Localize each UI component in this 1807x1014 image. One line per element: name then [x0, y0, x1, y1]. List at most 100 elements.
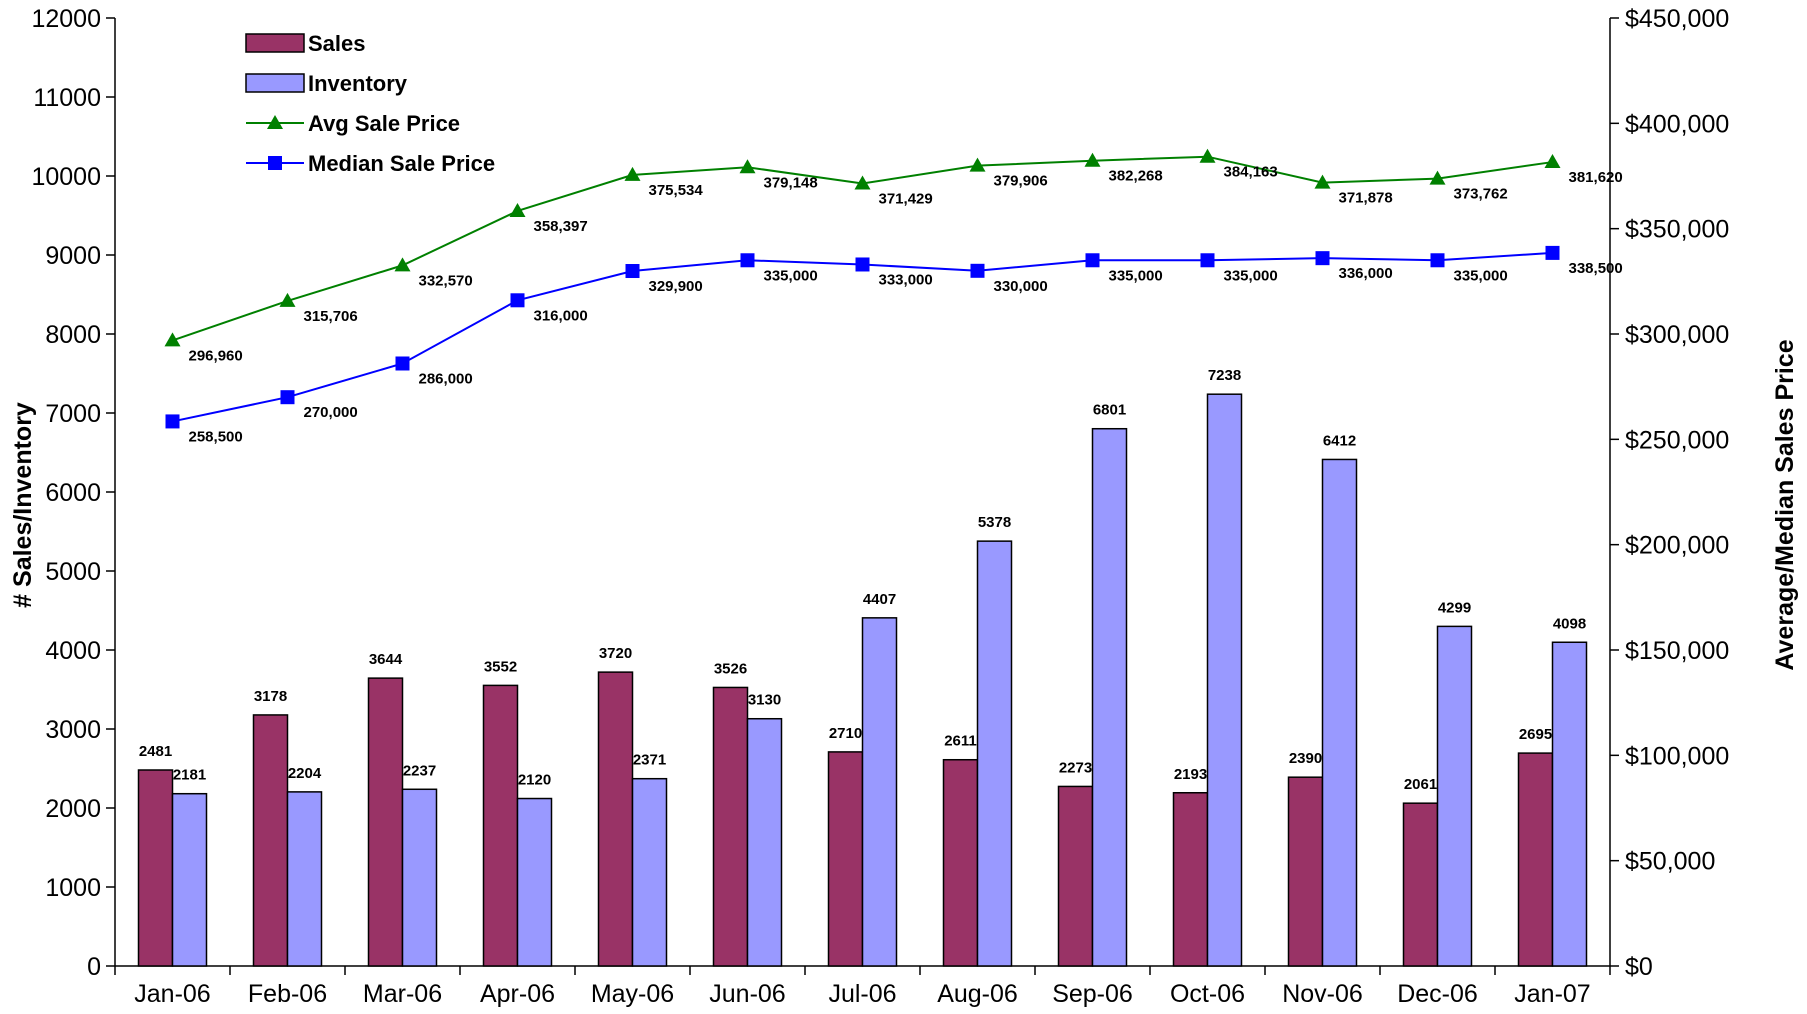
y-tick-label: 0 — [87, 953, 101, 981]
bar-value-label: 2204 — [288, 765, 322, 782]
bar-inventory — [746, 717, 783, 967]
y-tick-label: 11000 — [33, 84, 101, 112]
avg-price-marker — [739, 159, 756, 174]
median-price-marker — [395, 356, 410, 371]
bar-value-label: 3130 — [748, 692, 781, 709]
bar-inventory — [1091, 427, 1128, 967]
x-tick-label: Nov-06 — [1282, 980, 1363, 1008]
legend: Sales Inventory Avg Sale Price Median Sale … — [245, 31, 495, 176]
median-price-marker — [1315, 251, 1330, 266]
y-tick-label: 2000 — [45, 795, 101, 823]
bar-value-label: 2695 — [1519, 726, 1552, 743]
bar-sales — [482, 684, 519, 967]
bar-value-label: 2611 — [944, 733, 977, 750]
bar-sales — [1517, 752, 1554, 967]
y2-tick-label: $250,000 — [1625, 426, 1729, 454]
y-tick-label: 9000 — [45, 242, 101, 270]
bar-value-label: 3552 — [484, 658, 517, 675]
legend-label: Sales — [308, 31, 366, 56]
y-tick-label: 10000 — [31, 163, 101, 191]
median-price-marker — [510, 293, 525, 308]
line-value-label: 375,534 — [649, 182, 704, 199]
bar-value-label: 2193 — [1174, 766, 1207, 783]
line-value-label: 330,000 — [994, 278, 1048, 295]
y-tick-label: 7000 — [45, 400, 101, 428]
legend-marker — [267, 115, 283, 129]
avg-price-marker — [279, 292, 296, 307]
line-value-label: 335,000 — [1109, 267, 1163, 284]
bar-value-label: 2390 — [1289, 750, 1322, 767]
legend-label: Inventory — [308, 71, 408, 96]
y-tick-label: 1000 — [45, 874, 101, 902]
bar-sales — [712, 686, 749, 967]
bar-value-label: 2061 — [1404, 776, 1437, 793]
x-tick-label: May-06 — [591, 980, 674, 1008]
avg-price-marker — [1084, 152, 1101, 167]
bar-inventory — [1551, 641, 1588, 967]
avg-price-marker — [1314, 174, 1331, 189]
x-tick-label: Aug-06 — [937, 980, 1018, 1008]
bar-inventory — [516, 797, 553, 967]
bar-value-label: 3644 — [369, 651, 403, 668]
line-value-label: 371,429 — [879, 191, 933, 208]
line-value-label: 371,878 — [1339, 190, 1393, 207]
bar-sales — [1287, 776, 1324, 967]
y2-tick-label: $0 — [1625, 953, 1653, 981]
y2-tick-label: $350,000 — [1625, 216, 1729, 244]
bar-inventory — [1206, 393, 1243, 967]
x-tick-label: Jun-06 — [709, 980, 785, 1008]
y2-axis-title: Average/Median Sales Price — [1771, 339, 1799, 670]
axes: 0 1000 2000 3000 4000 5000 6000 7000 8000 9000 100… — [31, 5, 1729, 1008]
y-tick-label: 5000 — [45, 558, 101, 586]
x-tick-label: Jul-06 — [828, 980, 896, 1008]
y2-tick-label: $200,000 — [1625, 532, 1729, 560]
x-tick-label: Apr-06 — [480, 980, 555, 1008]
bar-value-label: 5378 — [978, 514, 1011, 531]
line-value-label: 382,268 — [1109, 168, 1163, 185]
median-price-marker — [970, 263, 985, 278]
bar-sales — [597, 671, 634, 967]
lines — [164, 148, 1561, 429]
line-value-label: 335,000 — [1224, 267, 1278, 284]
line-value-label: 329,900 — [649, 278, 703, 295]
avg-price-marker — [854, 175, 871, 190]
line-value-label: 373,762 — [1454, 186, 1508, 203]
bar-inventory — [631, 777, 668, 967]
bar-value-label: 2481 — [139, 743, 172, 760]
line-value-label: 384,163 — [1224, 164, 1278, 181]
median-price-marker — [855, 257, 870, 272]
bar-value-label: 2371 — [633, 752, 666, 769]
line-value-label: 316,000 — [534, 307, 588, 324]
median-price-marker — [165, 414, 180, 429]
bar-value-label: 3720 — [599, 645, 632, 662]
line-value-label: 258,500 — [189, 428, 243, 445]
median-price-marker — [740, 253, 755, 268]
bar-sales — [942, 758, 979, 967]
avg-price-marker — [1199, 148, 1216, 163]
bar-value-label: 6412 — [1323, 432, 1356, 449]
bar-value-label: 6801 — [1093, 402, 1126, 419]
line-value-label: 315,706 — [304, 308, 358, 325]
bar-value-label: 4407 — [863, 591, 896, 608]
x-tick-label: Sep-06 — [1052, 980, 1133, 1008]
bar-sales — [1057, 785, 1094, 967]
line-value-label: 335,000 — [764, 267, 818, 284]
y-tick-label: 3000 — [45, 716, 101, 744]
y2-tick-label: $100,000 — [1625, 742, 1729, 770]
line-value-label: 286,000 — [419, 370, 473, 387]
bar-value-label: 3526 — [714, 660, 747, 677]
line-value-label: 336,000 — [1339, 265, 1393, 282]
median-price-marker — [1200, 253, 1215, 268]
bar-value-label: 4299 — [1438, 599, 1471, 616]
line-value-label: 358,397 — [534, 218, 588, 235]
bar-inventory — [401, 788, 438, 967]
line-value-label: 270,000 — [304, 404, 358, 421]
y-tick-label: 6000 — [45, 479, 101, 507]
bar-value-label: 4098 — [1553, 615, 1586, 632]
line-value-label: 379,148 — [764, 174, 818, 191]
median-price-marker — [625, 264, 640, 279]
bar-sales — [252, 714, 289, 967]
line-value-label: 335,000 — [1454, 267, 1508, 284]
legend-label: Median Sale Price — [308, 151, 495, 176]
